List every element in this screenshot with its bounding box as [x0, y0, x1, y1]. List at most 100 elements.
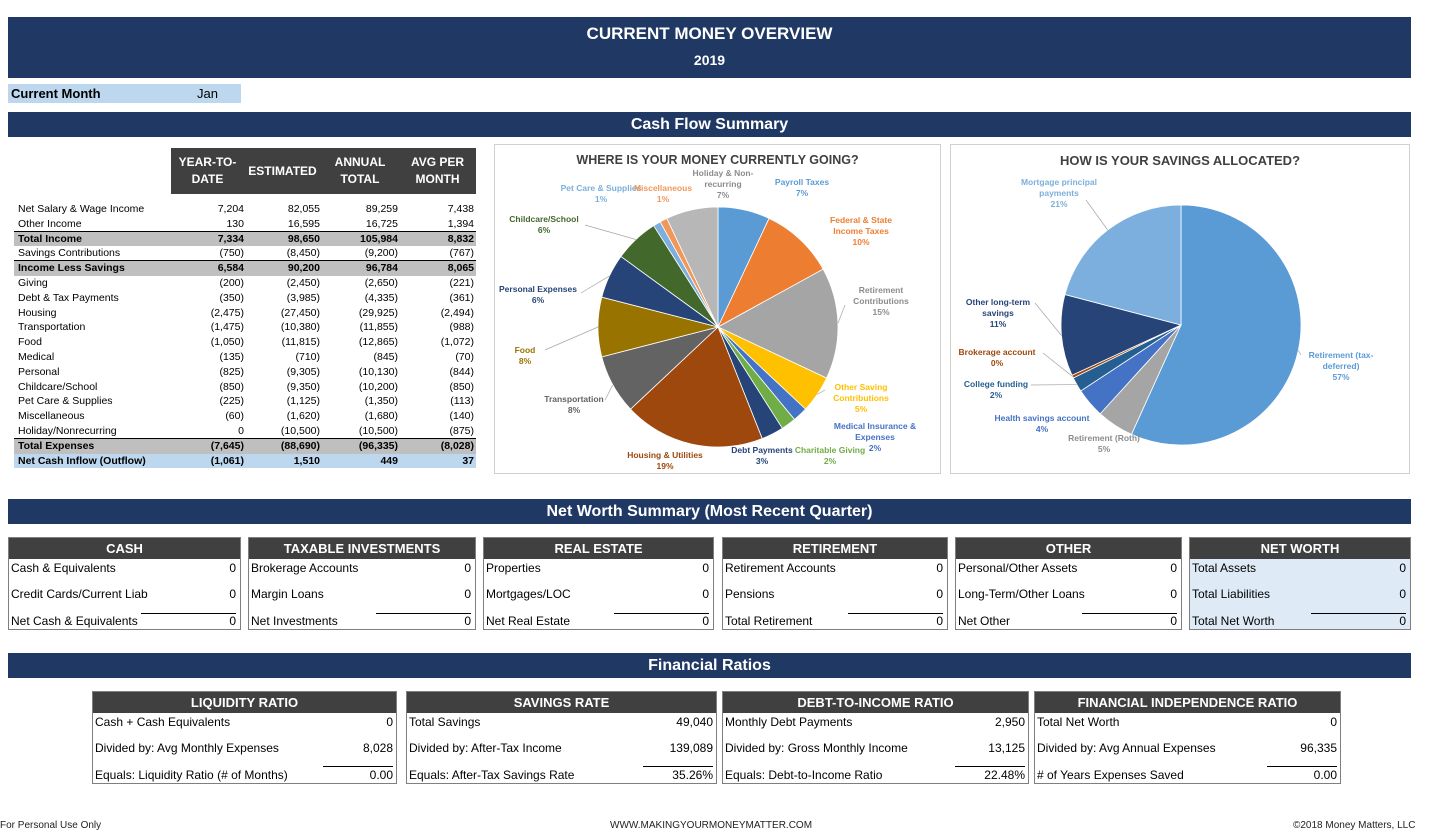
net-worth-box-title: TAXABLE INVESTMENTS [249, 538, 475, 559]
pie-data-label: Mortgage principal payments 21% [1009, 177, 1109, 210]
current-month-label: Current Month [11, 86, 101, 101]
cash-flow-cell: (844) [449, 365, 474, 378]
pie-label-name: Medical Insurance & Expenses [833, 421, 917, 442]
net-worth-row: Total Retirement 0 [725, 614, 943, 630]
cash-flow-cell: (361) [449, 291, 474, 304]
ratio-row-value: 96,335 [1300, 741, 1337, 755]
net-worth-row-value[interactable]: 0 [464, 561, 471, 575]
total-underline [141, 613, 236, 614]
net-worth-row: Retirement Accounts 0 [725, 561, 943, 577]
savings-pie-chart: HOW IS YOUR SAVINGS ALLOCATED? Retiremen… [950, 144, 1410, 474]
ratio-row-label: Total Savings [409, 715, 481, 729]
cash-flow-cell: (767) [449, 247, 474, 260]
pie-slice[interactable] [717, 217, 824, 328]
net-worth-row-value[interactable]: 0 [702, 561, 709, 575]
net-worth-row-label: Personal/Other Assets [958, 561, 1078, 575]
pie-label-pct: 7% [795, 188, 809, 198]
pie-label-pct: 6% [537, 225, 551, 235]
pie-slice[interactable] [1130, 204, 1302, 446]
cash-flow-cell: 6,584 [217, 262, 244, 275]
cash-flow-row: Debt & Tax Payments (350) (3,985) (4,335) (3… [14, 291, 476, 306]
cash-flow-cell: 7,438 [447, 203, 474, 215]
pie-label-name: Transportation [544, 394, 604, 404]
cash-flow-cell: (221) [449, 277, 474, 289]
pie-data-label: Transportation 8% [525, 394, 623, 416]
cash-flow-cell: (140) [449, 410, 474, 423]
ratio-row: Cash + Cash Equivalents 0 [95, 715, 393, 731]
pie-label-name: Miscellaneous [633, 183, 693, 193]
pie-slice[interactable] [1064, 204, 1182, 326]
ratio-row-value: 0 [1330, 715, 1337, 729]
net-worth-row-value[interactable]: 0 [702, 587, 709, 601]
ratio-row-value: 0.00 [1313, 768, 1337, 782]
cash-flow-cell: 449 [380, 454, 398, 467]
pie-label-name: Retirement (tax-deferred) [1308, 350, 1374, 371]
ratio-row: Divided by: Avg Monthly Expenses 8,028 [95, 741, 393, 757]
net-worth-row-label: Total Assets [1192, 561, 1257, 575]
cash-flow-row: Other Income 130 16,595 16,725 1,394 [14, 217, 476, 232]
net-worth-row: Margin Loans 0 [251, 587, 471, 603]
footer-right: ©2018 Money Matters, LLC [1293, 820, 1416, 831]
net-worth-box-real-estate: REAL ESTATE Properties 0 Mortgages/LOC 0 Net … [483, 537, 714, 630]
pie-slice[interactable] [666, 206, 719, 328]
cash-flow-row-label: Savings Contributions [18, 247, 121, 260]
net-worth-row-value[interactable]: 0 [936, 587, 943, 601]
cash-flow-cell: (2,450) [286, 277, 320, 289]
pie-data-label: Brokerage account 0% [951, 347, 1043, 369]
net-worth-row-value[interactable]: 0 [936, 561, 943, 575]
cash-flow-row-label: Total Expenses [18, 439, 95, 452]
net-worth-row-label: Net Other [958, 614, 1011, 628]
net-worth-row-value[interactable]: 0 [229, 561, 236, 575]
cash-flow-row-label: Medical [18, 351, 55, 363]
cash-flow-row-label: Debt & Tax Payments [18, 291, 119, 304]
net-worth-row-value[interactable]: 0 [229, 587, 236, 601]
net-worth-row-value[interactable]: 0 [1399, 587, 1406, 601]
pie-slice[interactable] [1060, 294, 1183, 376]
col-header-annual: ANNUAL TOTAL [334, 155, 386, 186]
pie-label-name: Holiday & Non-recurring [692, 168, 754, 189]
cash-flow-cell: (11,855) [359, 321, 398, 334]
cash-flow-cell: (11,815) [281, 336, 320, 349]
current-month-value[interactable]: Jan [197, 86, 218, 101]
pie-leader-line [544, 326, 599, 351]
current-month-row: Current Month Jan [8, 84, 241, 103]
net-worth-row-value[interactable]: 0 [1170, 587, 1177, 601]
net-worth-row-value[interactable]: 0 [464, 587, 471, 601]
pie-label-pct: 15% [872, 307, 890, 317]
net-worth-row-label: Brokerage Accounts [251, 561, 359, 575]
net-worth-row-value[interactable]: 0 [1170, 561, 1177, 575]
cash-flow-cell: (9,200) [364, 247, 398, 260]
net-worth-row-value[interactable]: 0 [1399, 561, 1406, 575]
cash-flow-cell: 89,259 [365, 203, 398, 215]
pie-label-pct: 21% [1050, 199, 1068, 209]
net-worth-row: Total Liabilities 0 [1192, 587, 1406, 603]
pie-leader-line [817, 389, 826, 395]
pie-data-label: Retirement (tax-deferred) 57% [1301, 350, 1381, 383]
pie-label-pct: 1% [594, 194, 608, 204]
cash-flow-cell: (350) [219, 291, 244, 304]
cash-flow-cell: (4,335) [364, 291, 398, 304]
cash-flow-cell: (96,335) [358, 439, 398, 452]
cash-flow-cell: 96,784 [365, 262, 398, 275]
pie-slice[interactable] [717, 268, 839, 379]
pie-label-pct: 11% [989, 319, 1007, 329]
net-worth-row: Net Other 0 [958, 614, 1177, 630]
cash-flow-row: Housing (2,475) (27,450) (29,925) (2,494) [14, 306, 476, 321]
net-worth-box-shade [1190, 559, 1410, 629]
pie-slice[interactable] [629, 326, 763, 448]
cash-flow-cell: 7,204 [217, 203, 244, 215]
pie-label-pct: 8% [567, 405, 581, 415]
ratio-row-label: Monthly Debt Payments [725, 715, 853, 729]
ratio-row-label: Equals: Liquidity Ratio (# of Months) [95, 768, 288, 782]
cash-flow-cell: 7,334 [217, 232, 244, 245]
net-worth-row-label: Properties [486, 561, 541, 575]
net-worth-row-label: Long-Term/Other Loans [958, 587, 1085, 601]
ratio-row: Equals: Liquidity Ratio (# of Months) 0.0… [95, 768, 393, 784]
pie-data-label: Federal & State Income Taxes 10% [817, 215, 905, 248]
pie-data-label: Pet Care & Supplies 1% [555, 183, 647, 205]
net-worth-row-label: Mortgages/LOC [486, 587, 571, 601]
cash-flow-cell: 130 [226, 217, 244, 230]
net-worth-row-label: Net Investments [251, 614, 338, 628]
cash-flow-cell: (1,350) [364, 395, 398, 408]
cash-flow-row-label: Holiday/Nonrecurring [18, 425, 117, 437]
